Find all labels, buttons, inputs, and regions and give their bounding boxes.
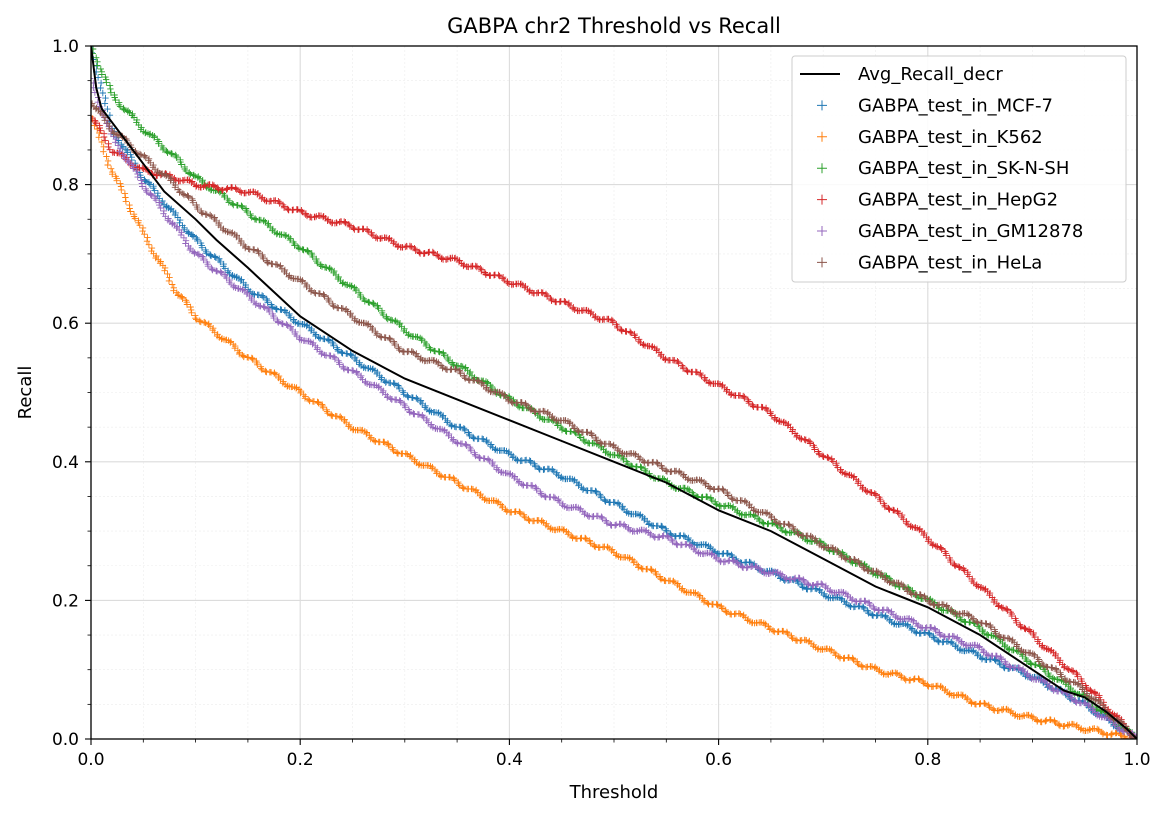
series-GABPA_test_in_HeLa xyxy=(91,100,1137,739)
x-axis-title: Threshold xyxy=(569,782,659,803)
y-tick-label: 0.8 xyxy=(52,176,79,196)
axis-ticks: 0.0 0.2 0.4 0.6 0.8 1.0 0.0 0.2 0.4 0.6 0.8 1.0 xyxy=(52,37,1151,770)
plot-area xyxy=(91,46,1137,739)
x-tick-label: 0.8 xyxy=(914,750,941,770)
y-tick-label: 0.2 xyxy=(52,591,79,611)
legend-label: GABPA_test_in_K562 xyxy=(858,127,1043,148)
chart-title: GABPA chr2 Threshold vs Recall xyxy=(447,14,781,38)
legend-label: GABPA_test_in_SK-N-SH xyxy=(858,158,1069,179)
legend-label: GABPA_test_in_GM12878 xyxy=(858,221,1083,242)
y-tick-label: 0.0 xyxy=(52,730,79,750)
y-tick-label: 1.0 xyxy=(52,37,79,57)
avg-recall-line xyxy=(91,46,1137,739)
legend-marker-swatch xyxy=(817,194,827,205)
legend: Avg_Recall_decr GABPA_test_in_MCF-7 GABPA_… xyxy=(791,55,1127,283)
legend-label: Avg_Recall_decr xyxy=(858,64,1003,85)
legend-box xyxy=(791,55,1127,283)
legend-marker-swatch xyxy=(817,257,827,268)
legend-marker-swatch xyxy=(817,131,827,142)
legend-label: GABPA_test_in_HeLa xyxy=(858,252,1042,273)
y-axis-title: Recall xyxy=(15,366,36,420)
legend-label: GABPA_test_in_MCF-7 xyxy=(858,95,1053,116)
series-markers xyxy=(91,100,1137,739)
legend-marker-swatch xyxy=(817,163,827,174)
series-markers xyxy=(91,115,1137,739)
y-tick-label: 0.4 xyxy=(52,453,79,473)
legend-label: GABPA_test_in_HepG2 xyxy=(858,190,1058,211)
series-markers xyxy=(91,78,1137,739)
x-tick-label: 0.0 xyxy=(77,750,104,770)
series-GABPA_test_in_K562 xyxy=(91,115,1137,739)
x-tick-label: 1.0 xyxy=(1123,750,1150,770)
series-GABPA_test_in_GM12878 xyxy=(91,78,1137,739)
x-tick-label: 0.6 xyxy=(705,750,732,770)
y-tick-label: 0.6 xyxy=(52,314,79,334)
x-tick-label: 0.2 xyxy=(287,750,314,770)
legend-marker-swatch xyxy=(817,100,827,111)
x-tick-label: 0.4 xyxy=(496,750,523,770)
legend-marker-swatch xyxy=(817,226,827,236)
